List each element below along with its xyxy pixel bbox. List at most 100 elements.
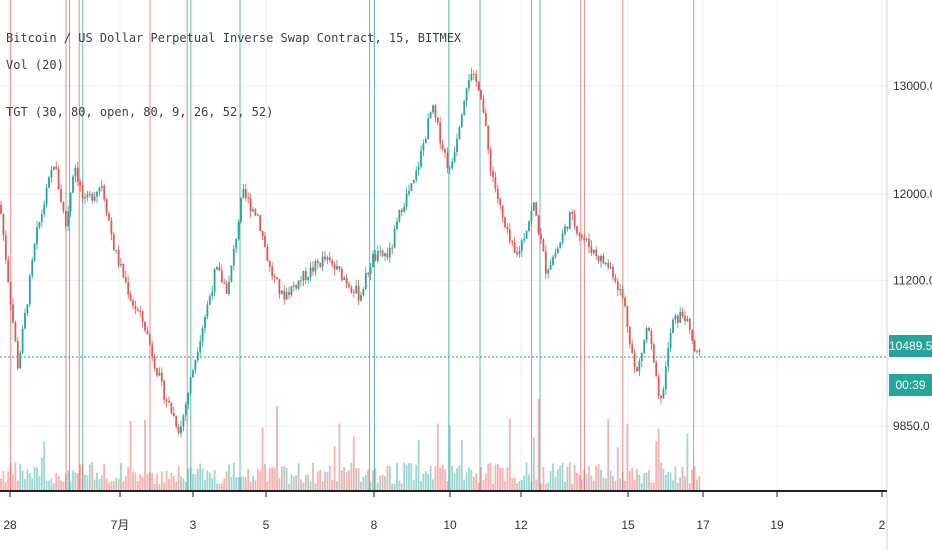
candle-body (196, 352, 199, 360)
candle-body (619, 289, 622, 291)
volume-bar (369, 482, 372, 490)
volume-bar (175, 481, 178, 490)
candle-body (345, 277, 348, 284)
candlesticks (0, 67, 701, 438)
candle-body (480, 90, 482, 99)
volume-bar (252, 476, 254, 490)
volume-bar (235, 477, 238, 490)
candle-body (324, 256, 326, 260)
candle-body (124, 277, 127, 283)
volume-bar (391, 483, 394, 490)
candle-body (420, 150, 422, 167)
volume-bar (112, 481, 115, 490)
volume-bar (547, 482, 550, 490)
candle-body (439, 122, 442, 144)
candle-body (458, 127, 461, 139)
candle-body (31, 260, 34, 276)
volume-bar (213, 470, 216, 490)
candle-body (264, 236, 266, 247)
candle-body (158, 372, 161, 376)
legend-volume[interactable]: Vol (20) (6, 58, 64, 72)
candle-body (216, 266, 218, 270)
date-tick-label: 15 (621, 518, 635, 532)
legend-symbol[interactable]: Bitcoin / US Dollar Perpetual Inverse Sw… (6, 31, 462, 45)
candle-body (561, 233, 564, 243)
volume-bar (643, 473, 646, 490)
candle-body (590, 246, 593, 253)
candle-body (189, 377, 192, 394)
candle-body (391, 247, 394, 249)
volume-bar (540, 483, 542, 490)
candle-body (628, 326, 631, 345)
candle-body (648, 327, 650, 332)
volume-bar (583, 470, 586, 490)
volume-bar (324, 471, 326, 490)
volume-bar (328, 465, 331, 490)
candle-body (259, 215, 262, 231)
candle-body (475, 74, 478, 82)
price-axis: 13000.0 12000.0 11200.0 9850.0 (893, 79, 932, 433)
candle-body (424, 138, 427, 144)
volume-bar (26, 469, 29, 490)
volume-bar (648, 470, 650, 490)
volume-bar (192, 474, 194, 490)
volume-bar (153, 483, 156, 490)
candle-body (52, 166, 55, 170)
volume-bar (561, 462, 564, 490)
candle-body (36, 226, 38, 245)
volume-bar (609, 470, 612, 490)
candle-body (62, 201, 65, 211)
volume-bar (36, 467, 38, 490)
candle-body (472, 74, 475, 76)
volume-bar (180, 476, 182, 490)
volume-bar (556, 469, 559, 490)
volume-bar (304, 474, 307, 490)
volume-bar (400, 483, 403, 490)
volume-bar (379, 475, 382, 490)
volume-bar (64, 474, 67, 490)
candle-body (643, 340, 646, 353)
volume-bar (242, 476, 245, 490)
volume-bar (141, 476, 144, 490)
volume-bar (170, 473, 173, 490)
volume-bar (364, 474, 367, 490)
volume-bar (355, 468, 358, 490)
candle-body (117, 249, 120, 266)
candle-body (129, 294, 132, 301)
volume-bar (686, 433, 689, 490)
candle-body (681, 311, 684, 316)
volume-bar (636, 468, 638, 490)
candle-body (547, 269, 550, 274)
candle-body (484, 112, 487, 127)
volume-bar (585, 474, 588, 490)
candle-body (340, 268, 343, 280)
volume-bar (249, 481, 252, 490)
candle-body (400, 209, 403, 212)
candle-body (350, 286, 353, 293)
candle-body (96, 191, 98, 197)
volume-bar (607, 419, 610, 490)
candle-body (396, 221, 398, 230)
date-tick-label: 2 (879, 518, 886, 532)
candle-body (580, 235, 583, 238)
candle-body (146, 330, 149, 335)
volume-bar (360, 481, 362, 490)
volume-bar (136, 480, 139, 490)
volume-bar (525, 462, 528, 490)
volume-bar (549, 471, 552, 490)
volume-bar (441, 464, 444, 490)
candle-body (208, 296, 211, 305)
volume-bar (588, 466, 590, 490)
candle-body (434, 105, 437, 118)
legend-indicator[interactable]: TGT (30, 80, open, 80, 9, 26, 52, 52) (6, 105, 274, 119)
candle-body (355, 285, 358, 294)
volume-bar (184, 481, 187, 490)
candle-body (60, 189, 62, 202)
volume-bar (62, 481, 65, 490)
candle-body (686, 318, 689, 322)
volume-bar (268, 468, 271, 490)
volume-bar (254, 480, 257, 490)
volume-bar (204, 480, 206, 490)
volume-bar (470, 469, 473, 490)
